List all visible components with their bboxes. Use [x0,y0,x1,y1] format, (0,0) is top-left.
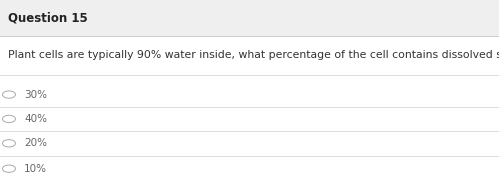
Text: Question 15: Question 15 [8,12,88,25]
Text: 30%: 30% [24,90,47,100]
Text: 40%: 40% [24,114,47,124]
Text: Plant cells are typically 90% water inside, what percentage of the cell contains: Plant cells are typically 90% water insi… [8,50,499,60]
Text: 20%: 20% [24,138,47,148]
Bar [0,0,499,36]
Text: 10%: 10% [24,164,47,174]
